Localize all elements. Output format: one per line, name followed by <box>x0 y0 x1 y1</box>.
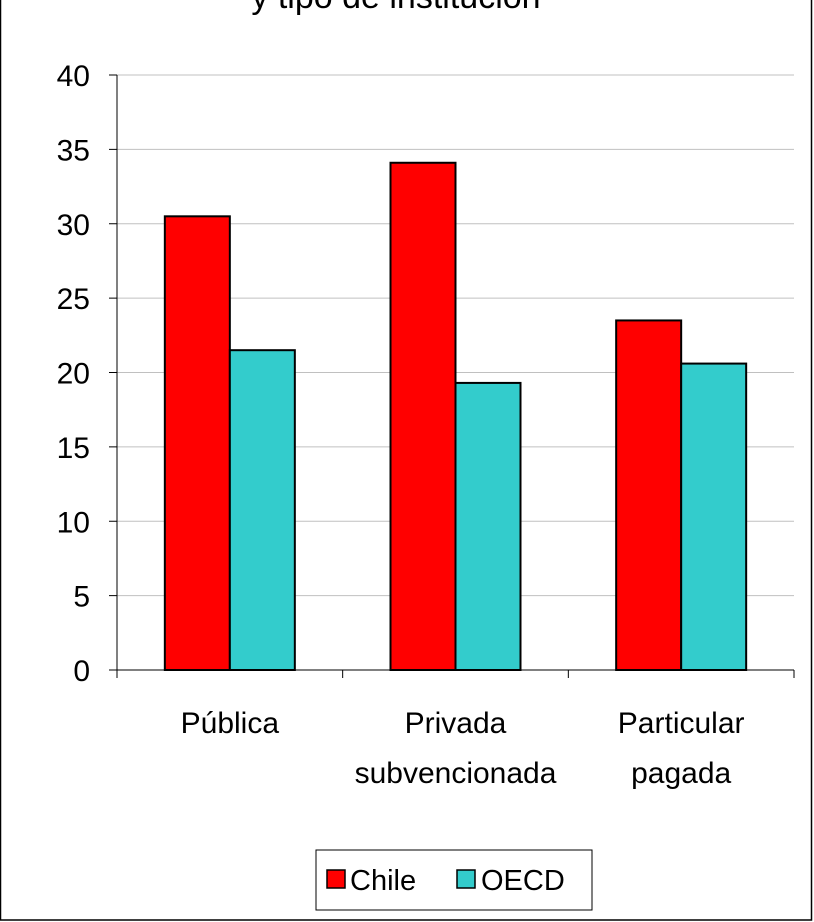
legend: Chile OECD <box>315 849 593 911</box>
x-tick-label: Privada <box>405 707 507 740</box>
x-tick-label: Particular <box>618 707 745 740</box>
y-tick-label: 35 <box>57 134 90 167</box>
y-tick-label: 20 <box>57 358 90 391</box>
y-tick-label: 10 <box>57 506 90 539</box>
chart-title: y tipo de institución <box>251 0 540 16</box>
y-tick-label: 0 <box>73 655 90 688</box>
legend-swatch-oecd <box>456 869 476 889</box>
x-tick-label: pagada <box>631 757 731 790</box>
legend-label-oecd: OECD <box>481 865 565 897</box>
y-tick-label: 25 <box>57 283 90 316</box>
legend-swatch-chile <box>326 869 346 889</box>
bar-chile-0 <box>163 215 231 671</box>
bar-oecd-2 <box>680 362 748 671</box>
bar-oecd-1 <box>454 381 522 671</box>
y-tick-label: 5 <box>73 581 90 614</box>
y-tick-labels: 0 5 10 15 20 25 30 35 40 <box>57 60 90 688</box>
x-tick-labels: Pública Privada subvencionada Particular pag… <box>181 707 745 790</box>
x-tick-label: subvencionada <box>355 757 557 790</box>
x-tick-label: Pública <box>181 707 280 740</box>
y-tick-label: 30 <box>57 209 90 242</box>
bar-chile-2 <box>615 319 683 671</box>
y-tick-label: 40 <box>57 60 90 93</box>
bars <box>163 161 748 671</box>
legend-box <box>315 849 593 911</box>
y-tick-label: 15 <box>57 432 90 465</box>
legend-label-chile: Chile <box>350 865 416 897</box>
bar-oecd-0 <box>228 349 296 671</box>
bar-chile-1 <box>389 161 457 671</box>
